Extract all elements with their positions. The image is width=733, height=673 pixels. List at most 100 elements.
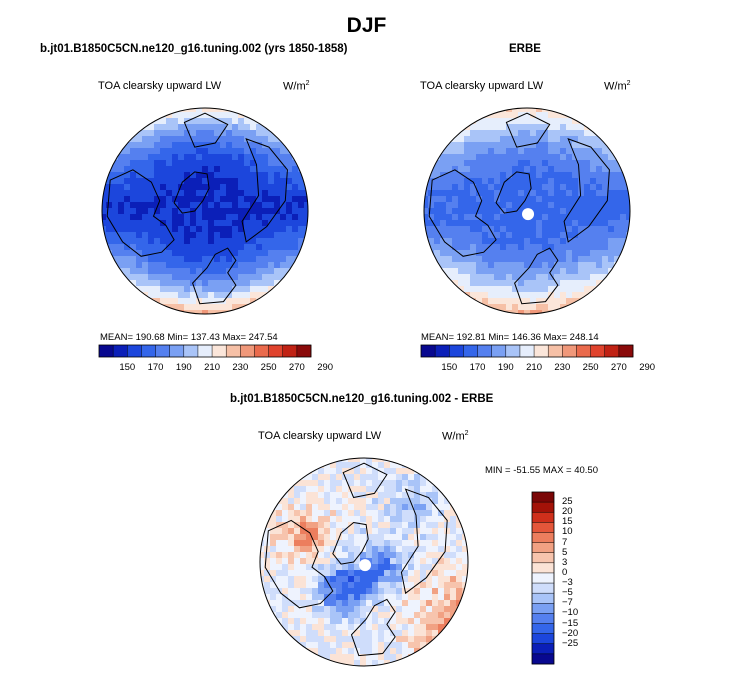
diff-map-cell	[408, 468, 415, 475]
left-map-cell	[280, 220, 287, 227]
diff-map-cell	[384, 480, 391, 487]
right-map-cell	[482, 298, 489, 305]
diff-map-cell	[288, 504, 295, 511]
left-map-cell	[268, 274, 275, 281]
diff-colorbar-swatch	[532, 653, 554, 665]
left-map-cell	[172, 250, 179, 257]
diff-map-cell	[456, 534, 463, 541]
diff-map-cell	[384, 654, 391, 661]
left-map-cell	[130, 268, 137, 275]
left-colorbar-swatch	[240, 345, 255, 357]
left-map-cell	[184, 256, 191, 263]
diff-map-cell	[366, 498, 373, 505]
left-map-cell	[196, 280, 203, 287]
diff-map-coastline	[350, 598, 396, 657]
left-map-cell	[256, 220, 263, 227]
left-map-cell	[190, 172, 197, 179]
left-map-cell	[190, 112, 197, 119]
right-map-cell	[554, 160, 561, 167]
right-colorbar-swatch	[505, 345, 521, 357]
left-map-cell	[208, 310, 215, 314]
left-map-cell	[232, 292, 239, 299]
right-map-cell	[500, 118, 507, 125]
right-map-cell	[482, 292, 489, 299]
left-map-cell	[130, 238, 137, 245]
diff-map-cell	[360, 606, 367, 613]
right-map-cell	[524, 178, 531, 185]
left-map-cell	[160, 292, 167, 299]
diff-map-cell	[426, 588, 433, 595]
diff-map-cell	[312, 486, 319, 493]
left-map-cell	[214, 172, 221, 179]
right-map-cell	[542, 142, 549, 149]
right-map-cell	[620, 238, 627, 245]
left-map-cell	[256, 244, 263, 251]
right-map-cell	[608, 208, 615, 215]
diff-map-cell	[408, 516, 415, 523]
left-map-cell	[102, 214, 107, 221]
diff-map-cell	[324, 540, 331, 547]
right-map-cell	[488, 124, 495, 131]
left-map-cell	[220, 202, 227, 209]
right-map-cell	[584, 184, 591, 191]
right-map-cell	[506, 232, 513, 239]
diff-map-cell	[378, 654, 385, 661]
right-map-cell	[494, 280, 501, 287]
left-map-cell	[256, 208, 263, 215]
right-map-cell	[578, 184, 585, 191]
diff-map-cell	[300, 612, 307, 619]
left-map-cell	[124, 220, 131, 227]
diff-map-cell	[372, 504, 379, 511]
left-map-cell	[166, 286, 173, 293]
left-map-cell	[214, 184, 221, 191]
diff-map-cell	[360, 480, 367, 487]
right-map-cell	[482, 286, 489, 293]
diff-map-cell	[354, 624, 361, 631]
left-map-cell	[238, 148, 245, 155]
left-map-cell	[298, 226, 305, 233]
left-map-cell	[202, 256, 209, 263]
right-map-cell	[560, 220, 567, 227]
left-map-cell	[232, 118, 239, 125]
diff-map-cell	[318, 498, 325, 505]
right-map-cell	[452, 244, 459, 251]
left-map-cell	[220, 184, 227, 191]
left-map-cell	[244, 208, 251, 215]
left-map-cell	[268, 220, 275, 227]
right-map-cell	[476, 214, 483, 221]
left-map-cell	[232, 280, 239, 287]
diff-map-cell	[264, 558, 271, 565]
left-map-cell	[292, 196, 299, 203]
right-map-cell	[512, 292, 519, 299]
left-map-cell	[112, 220, 119, 227]
left-map-cell	[262, 232, 269, 239]
right-map-cell	[524, 112, 531, 119]
right-map-cell	[536, 202, 543, 209]
right-map-cell	[524, 256, 531, 263]
left-map-cell	[190, 274, 197, 281]
left-map-cell	[250, 202, 257, 209]
left-map-cell	[148, 166, 155, 173]
right-map-cell	[434, 196, 441, 203]
left-map-cell	[154, 196, 161, 203]
right-map-cell	[434, 220, 441, 227]
left-map-cell	[202, 238, 209, 245]
diff-map-cell	[360, 552, 367, 559]
right-map-cell	[614, 208, 621, 215]
diff-map-cell	[426, 528, 433, 535]
left-map-cell	[202, 304, 209, 311]
right-map-cell	[488, 226, 495, 233]
left-map-cell	[148, 262, 155, 269]
right-map-cell	[578, 190, 585, 197]
diff-map-coastline	[342, 462, 388, 499]
left-map-cell	[208, 250, 215, 257]
left-map-cell	[262, 196, 269, 203]
right-map-cell	[554, 244, 561, 251]
left-map-cell	[214, 280, 221, 287]
right-map-cell	[530, 154, 537, 161]
diff-colorbar-label: 20	[562, 506, 573, 518]
right-colorbar-swatch	[548, 345, 563, 357]
left-map-cell	[130, 280, 137, 287]
diff-map-cell	[294, 498, 301, 505]
right-map-cell	[470, 142, 477, 149]
